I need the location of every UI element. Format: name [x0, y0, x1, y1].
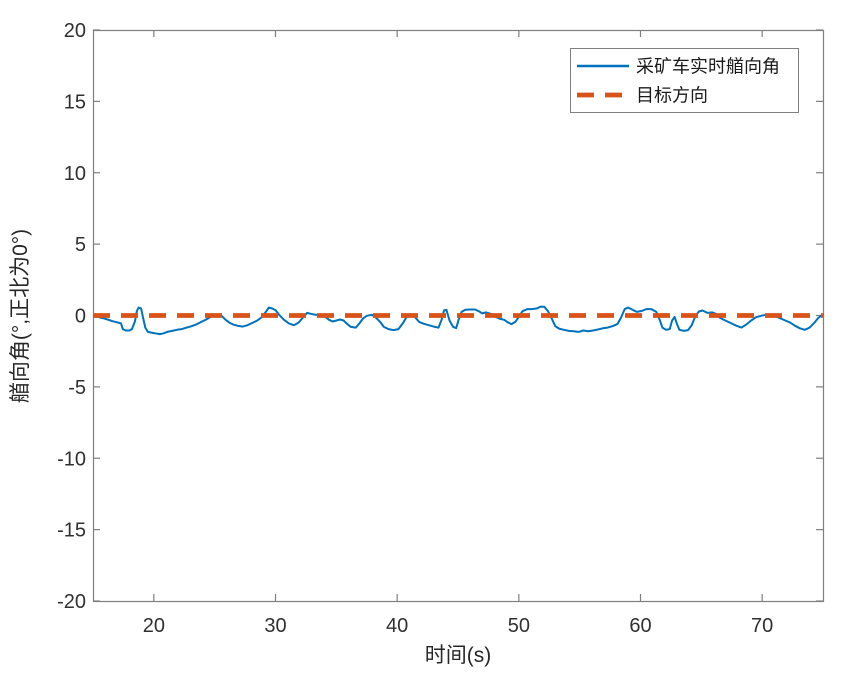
x-tick-label: 50	[508, 615, 530, 637]
plot-series	[92, 305, 824, 336]
y-tick-label: 15	[64, 91, 86, 113]
y-tick-label: -10	[57, 448, 86, 470]
realtime-heading-line	[92, 305, 824, 336]
y-tick-label: 10	[64, 163, 86, 185]
y-tick-label: -20	[57, 591, 86, 613]
x-axis-label: 时间(s)	[425, 644, 492, 667]
x-tick-label: 40	[386, 615, 408, 637]
x-tick-label: 20	[143, 615, 165, 637]
y-axis-label: 艏向角(°,正北为0°)	[9, 229, 32, 403]
legend: 采矿车实时艏向角 目标方向	[570, 48, 799, 113]
x-tick-label: 30	[264, 615, 286, 637]
y-tick-label: 5	[75, 234, 86, 256]
x-tick-label: 70	[751, 615, 773, 637]
x-tick-label: 60	[629, 615, 651, 637]
y-tick-label: 0	[75, 306, 86, 328]
axes: 20 30 40 50 60 70 -20 -15 -10 -5 0 5 10 15 20	[57, 20, 825, 637]
y-tick-label: -5	[68, 377, 86, 399]
y-tick-label: -15	[57, 520, 86, 542]
legend-label-realtime-heading: 采矿车实时艏向角	[636, 57, 780, 77]
y-tick-label: 20	[64, 20, 86, 42]
legend-box	[570, 48, 799, 113]
legend-label-target-direction: 目标方向	[636, 86, 708, 106]
